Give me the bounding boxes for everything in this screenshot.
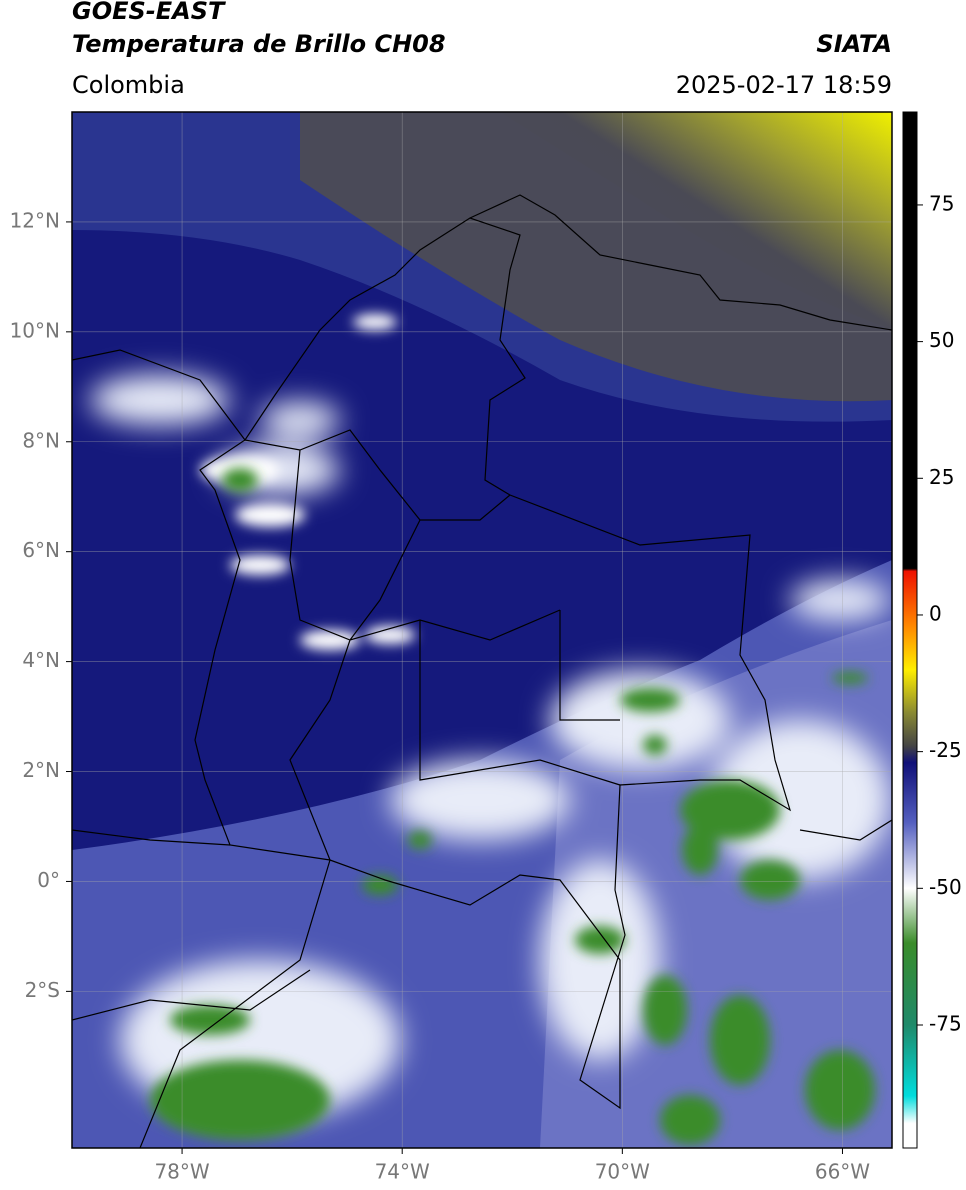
colorbar-tick-label: 25 [929, 465, 954, 489]
borders [72, 194, 892, 1148]
map-axes: 78°W 74°W 70°W 66°W 12°N 10°N 8°N 6°N 4°N 2°N 0° 2°… [10, 208, 871, 1183]
x-tick-label: 74°W [375, 1160, 430, 1184]
datetime: 2025-02-17 18:59 [676, 71, 892, 99]
map-frame [71, 111, 893, 1149]
subtitle: Temperatura de Brillo CH08 [72, 30, 446, 58]
colombia-border [194, 217, 792, 1110]
colorbar-tick-label: 0 [929, 601, 942, 625]
region: Colombia [72, 71, 185, 99]
regional-borders [244, 429, 621, 861]
colorbar-scale [902, 111, 918, 1149]
colorbar-tick-label: 75 [929, 191, 954, 215]
colorbar-tick-label: -25 [929, 738, 962, 762]
y-tick-label: 8°N [22, 428, 60, 452]
graticule [72, 112, 892, 1148]
colorbar-tick-label: -50 [929, 875, 962, 899]
colorbar-tick-label: -75 [929, 1011, 962, 1035]
y-tick-label: 12°N [10, 208, 60, 232]
x-tick-label: 66°W [815, 1160, 870, 1184]
y-tick-label: 2°N [22, 758, 60, 782]
y-tick-label: 2°S [25, 978, 60, 1002]
source: SIATA [816, 30, 892, 58]
title: GOES-EAST [72, 0, 226, 25]
y-tick-label: 4°N [22, 648, 60, 672]
satellite-image [72, 112, 892, 1148]
colorbar-tick-label: 50 [929, 328, 954, 352]
other-borders [72, 349, 892, 1148]
venezuela-coast [469, 194, 892, 331]
y-tick-label: 0° [37, 868, 60, 892]
x-tick-label: 70°W [595, 1160, 650, 1184]
colorbar: 75 50 25 0 -25 -50 -75 [902, 111, 962, 1149]
y-tick-label: 6°N [22, 538, 60, 562]
x-tick-label: 78°W [154, 1160, 209, 1184]
y-tick-label: 10°N [10, 318, 60, 342]
